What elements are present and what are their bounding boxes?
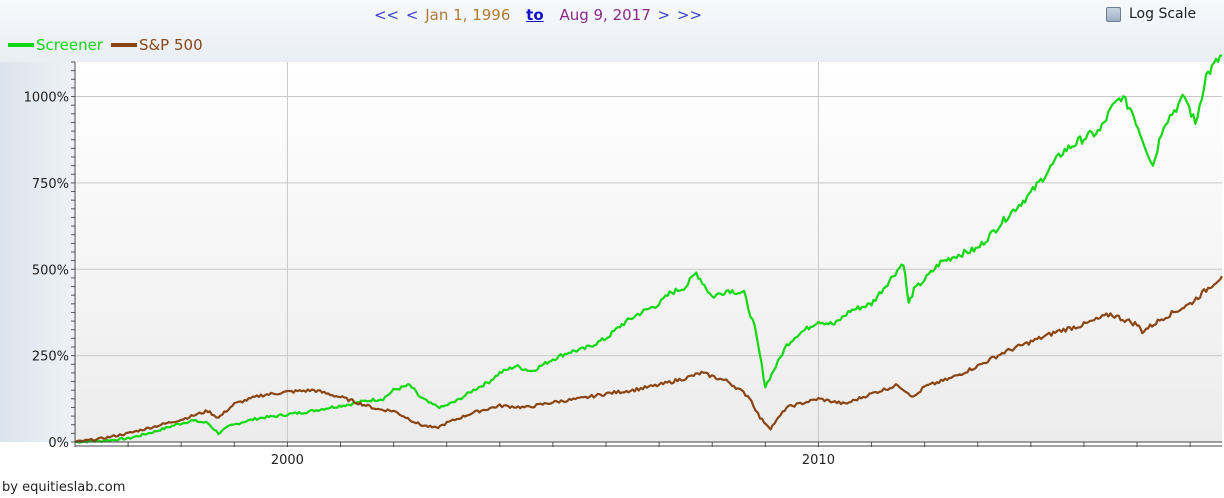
to-link[interactable]: to (526, 6, 544, 24)
range-last-button[interactable]: >> (676, 6, 703, 24)
x-tick-label: 2010 (802, 453, 835, 468)
y-tick-label: 0% (48, 436, 69, 451)
y-tick-label: 750% (32, 177, 69, 192)
axes: 0% 250% 500% 750% 1000% 2000 2010 (24, 61, 1222, 468)
grid-lines (75, 62, 1222, 442)
end-date-label[interactable]: Aug 9, 2017 (559, 6, 651, 24)
series-line-screener (74, 54, 1223, 444)
date-range-navigator: << < Jan 1, 1996 to Aug 9, 2017 > >> (0, 6, 1076, 24)
x-tick-label: 2000 (271, 453, 304, 468)
range-prev-button[interactable]: < (405, 6, 419, 24)
start-date-label[interactable]: Jan 1, 1996 (425, 6, 511, 24)
footer-credit: by equitieslab.com (2, 480, 126, 495)
log-scale-checkbox[interactable] (1106, 6, 1121, 22)
range-next-button[interactable]: > (657, 6, 671, 24)
chart-legend: Screener S&P 500 (8, 36, 211, 54)
range-first-button[interactable]: << (373, 6, 400, 24)
legend-item-sp500[interactable]: S&P 500 (110, 36, 203, 54)
log-scale-label: Log Scale (1129, 6, 1197, 22)
performance-chart: 0% 250% 500% 750% 1000% 2000 2010 (24, 54, 1223, 468)
y-tick-label: 1000% (24, 91, 69, 106)
series-line-sp500 (74, 275, 1223, 443)
legend-label-screener: Screener (36, 36, 103, 54)
legend-label-sp500: S&P 500 (138, 36, 203, 54)
legend-swatch-sp500 (110, 43, 137, 47)
y-tick-label: 250% (32, 350, 69, 365)
y-axis-panel (0, 62, 74, 442)
series-lines (74, 54, 1223, 444)
y-tick-label: 500% (32, 263, 69, 278)
log-scale-toggle[interactable]: Log Scale (1106, 6, 1196, 22)
chart-toolbar (0, 0, 1224, 62)
legend-swatch-screener (8, 43, 34, 47)
plot-area (75, 62, 1222, 442)
legend-item-screener[interactable]: Screener (8, 36, 103, 54)
